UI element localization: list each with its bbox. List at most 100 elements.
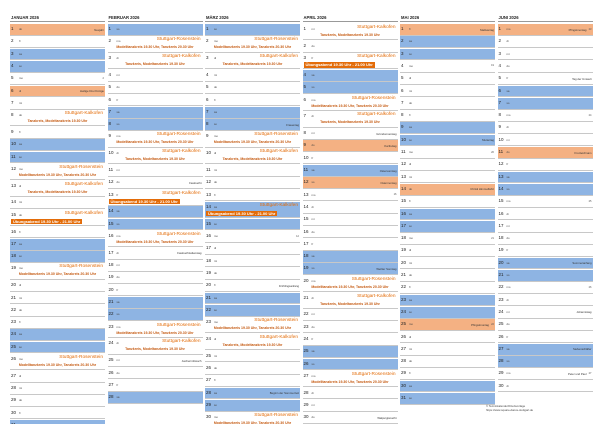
day-cell[interactable]: 11 mo 20 (400, 147, 495, 159)
day-cell[interactable]: 29 so (205, 399, 300, 412)
day-cell[interactable]: 27 fr (205, 375, 300, 388)
day-cell[interactable]: 7 so (497, 97, 593, 110)
day-cell[interactable]: 2 mo Stuttgart-Rosenstein Modelltanzkreis 1… (107, 36, 203, 53)
day-cell[interactable]: 23 fr (10, 317, 105, 329)
day-cell[interactable]: 25 mo Pfingstmontag 22 (400, 319, 495, 331)
day-cell[interactable]: 1 mi Stuttgart-Kalkofen Tanzkreis, Modeltan… (302, 24, 398, 41)
day-cell[interactable]: 10 di Stuttgart-Kalkofen Tanzkreis, Modelta… (205, 148, 300, 165)
day-cell[interactable]: 13 mo 16 (302, 190, 398, 202)
day-cell[interactable]: 27 fr (107, 380, 203, 392)
day-cell[interactable]: 20 mi (400, 258, 495, 270)
day-cell[interactable]: 1 mo Pfingstmontag 23 (497, 24, 593, 36)
day-cell[interactable]: 21 so (497, 270, 593, 282)
day-cell[interactable]: 6 di Heilige Drei Könige (10, 85, 105, 98)
day-cell[interactable]: 11 sa Ostersonntag (302, 165, 398, 177)
day-cell[interactable]: 17 sa (10, 238, 105, 251)
day-cell[interactable]: 19 do (107, 272, 203, 285)
day-cell[interactable]: 17 di (205, 243, 300, 256)
day-cell[interactable]: 1 so (107, 24, 203, 36)
day-cell[interactable]: 26 do (205, 363, 300, 375)
day-cell[interactable]: 6 mo Stuttgart-Rosenstein Modelltanzkreis 1… (302, 95, 398, 111)
day-cell[interactable]: 2 di (497, 36, 593, 49)
day-cell[interactable]: 11 so (10, 151, 105, 164)
day-cell[interactable]: 15 fr (400, 196, 495, 208)
day-cell[interactable]: 30 do Walpurgisnacht (302, 412, 398, 424)
day-cell[interactable]: 15 do Stuttgart-Kalkofen Übungsabend 19.30 … (10, 210, 105, 226)
day-cell[interactable]: 25 so (10, 341, 105, 354)
day-cell[interactable]: 10 di Stuttgart-Kalkofen Tanzkreis, Modelta… (107, 148, 203, 165)
day-cell[interactable]: 24 sa (10, 329, 105, 342)
day-cell[interactable]: 11 mi (107, 165, 203, 177)
day-cell[interactable]: 10 mi (497, 135, 593, 147)
day-cell[interactable]: 20 fr Frühlingsanfang (205, 280, 300, 292)
day-cell[interactable]: 11 mi (205, 165, 300, 177)
day-cell[interactable]: 24 fr (302, 334, 398, 346)
day-cell[interactable]: 28 di (302, 388, 398, 400)
day-cell[interactable]: 30 sa (400, 380, 495, 393)
day-cell[interactable]: 27 sa Siebenschläfer (497, 343, 593, 356)
day-cell[interactable]: 20 fr (107, 285, 203, 297)
day-cell[interactable]: 29 do (10, 395, 105, 408)
day-cell[interactable]: 24 so (400, 306, 495, 319)
day-cell[interactable]: 24 mi Johannistag (497, 307, 593, 319)
day-cell[interactable]: 4 mi (107, 70, 203, 82)
day-cell[interactable]: 15 so (107, 218, 203, 231)
day-cell[interactable]: 21 do (400, 270, 495, 282)
day-cell[interactable]: 5 di (400, 73, 495, 85)
day-cell[interactable]: 7 do (400, 98, 495, 110)
day-cell[interactable]: 19 mo Stuttgart-Rosenstein Modelltanzkreis … (10, 263, 105, 280)
day-cell[interactable]: 21 sa (205, 292, 300, 305)
day-cell[interactable]: 23 mo Stuttgart-Rosenstein Modelltanzkreis … (205, 317, 300, 334)
day-cell[interactable]: 14 sa Stuttgart-Kalkofen Übungsabend 19.30 … (205, 201, 300, 219)
day-cell[interactable]: 26 so (302, 358, 398, 371)
day-cell[interactable]: 10 so Muttertag (400, 134, 495, 147)
day-cell[interactable]: 22 mi (302, 309, 398, 322)
day-cell[interactable]: 23 mo Stuttgart-Rosenstein Modelltanzkreis … (107, 322, 203, 338)
day-cell[interactable]: 1 so (205, 24, 300, 36)
day-cell[interactable]: 8 so Frauentag (205, 119, 300, 131)
day-cell[interactable]: 18 sa (302, 251, 398, 263)
day-cell[interactable]: 27 mi (400, 344, 495, 356)
day-cell[interactable]: 6 mi (400, 86, 495, 98)
day-cell[interactable]: 26 mo Stuttgart-Rosenstein Modelltanzkreis … (10, 354, 105, 371)
day-cell[interactable]: 19 di (400, 245, 495, 258)
day-cell[interactable]: 30 di (497, 381, 593, 393)
day-cell[interactable]: 18 do (497, 233, 593, 245)
day-cell[interactable]: 18 mo 21 (400, 233, 495, 245)
day-cell[interactable]: 8 so (107, 119, 203, 131)
day-cell[interactable]: 29 mi (302, 400, 398, 412)
day-cell[interactable]: 4 do (497, 61, 593, 73)
day-cell[interactable]: 5 do (205, 82, 300, 94)
day-cell[interactable]: 21 sa (107, 297, 203, 309)
day-cell[interactable]: 16 sa (400, 208, 495, 221)
day-cell[interactable]: 13 fr (205, 190, 300, 202)
day-cell[interactable]: 10 fr (302, 153, 398, 165)
day-cell[interactable]: 22 do (10, 305, 105, 317)
day-cell[interactable]: 22 so (205, 304, 300, 317)
day-cell[interactable]: 8 fr (400, 110, 495, 122)
day-cell[interactable]: 22 so (107, 309, 203, 322)
day-cell[interactable]: 15 so (205, 218, 300, 231)
day-cell[interactable]: 9 mo Stuttgart-Rosenstein Modelltanzkreis 1… (205, 131, 300, 148)
day-cell[interactable]: 20 mo Stuttgart-Rosenstein Modelltanzkreis … (302, 276, 398, 292)
day-cell[interactable]: 17 so (400, 220, 495, 233)
day-cell[interactable]: 18 mi (107, 260, 203, 272)
day-cell[interactable]: 3 mi (497, 49, 593, 61)
day-cell[interactable]: 7 sa (107, 106, 203, 119)
day-cell[interactable]: 4 mi (205, 70, 300, 82)
day-cell[interactable]: 28 mi (10, 383, 105, 395)
day-cell[interactable]: 5 do (107, 82, 203, 94)
day-cell[interactable]: 12 do (205, 177, 300, 190)
day-cell[interactable]: 14 di (302, 202, 398, 214)
day-cell[interactable]: 25 sa (302, 346, 398, 358)
day-cell[interactable]: 29 fr (400, 368, 495, 381)
day-cell[interactable]: 25 mi Aschermittwoch (107, 355, 203, 367)
day-cell[interactable]: 9 do Karfreitag (302, 140, 398, 153)
day-cell[interactable]: 20 sa Sommeranfang (497, 257, 593, 270)
day-cell[interactable]: 18 mi (205, 256, 300, 268)
day-cell[interactable]: 23 di (497, 295, 593, 307)
day-cell[interactable]: 12 so Ostermontag (302, 177, 398, 190)
day-cell[interactable]: 17 di Fastnachtsdienstag (107, 248, 203, 260)
day-cell[interactable]: 13 fr Stuttgart-Kalkofen Übungsabend 19.30 … (107, 190, 203, 206)
day-cell[interactable]: 13 mi (400, 172, 495, 184)
